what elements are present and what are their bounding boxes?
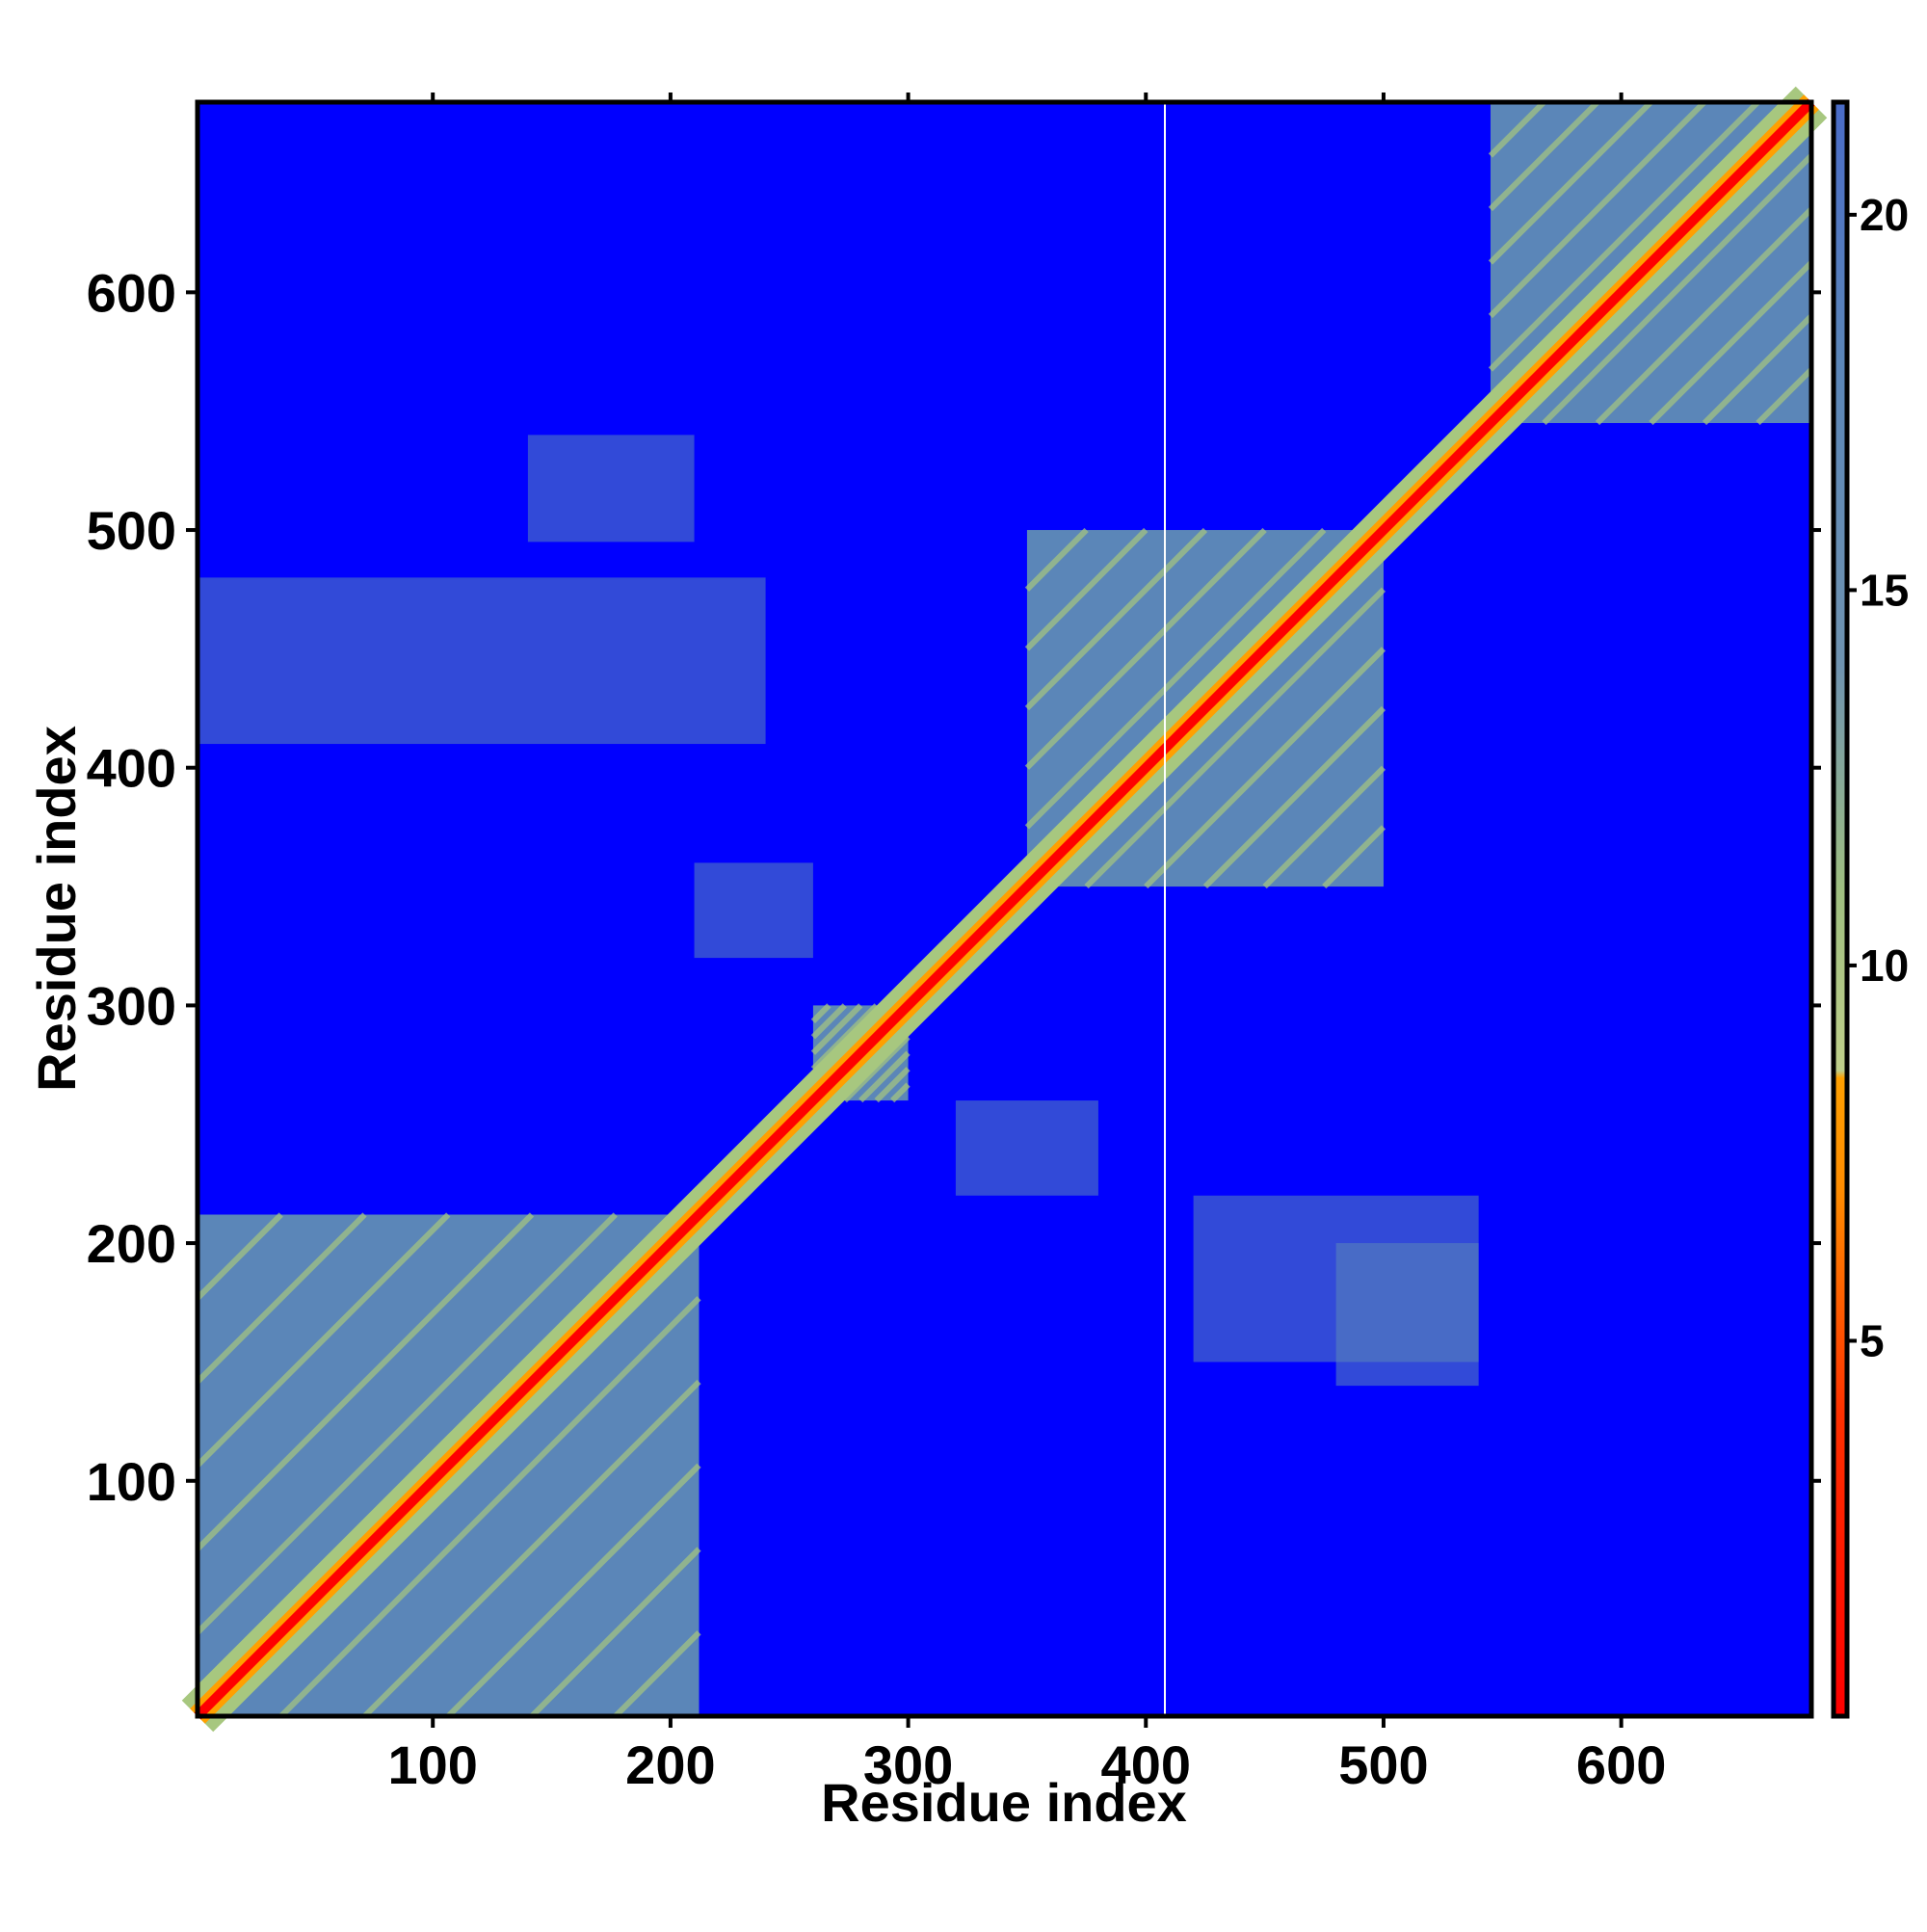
domain-1-streak-b-1 [1024,527,1327,830]
domain-0-streak-4 [529,1547,701,1719]
heatmap-layer [181,86,1828,1733]
y-tick-label-300: 300 [87,975,176,1036]
plot-frame [195,99,1814,1719]
contact-region-5 [1335,1243,1479,1387]
domain-1-streak-1 [1084,587,1386,889]
colorbar-tick-label-20: 20 [1860,190,1909,240]
domain-0-streak-b-5 [195,1212,283,1301]
x-tick-label-600: 600 [1576,1734,1666,1795]
domain-0-streak-3 [446,1463,701,1719]
x-axis-title: Residue index [821,1772,1187,1833]
domain-3-streak-b-2 [810,1003,879,1072]
diagonal-line [194,98,1815,1720]
x-tick-label-400: 400 [1101,1734,1191,1795]
domain-2-streak-1 [1542,153,1814,426]
domain-2-streak-5 [1755,367,1814,426]
domain-2-streak-4 [1702,313,1814,426]
domain-2-streak-b-3 [1488,99,1653,265]
x-tick-label-300: 300 [863,1734,953,1795]
colorbar-tick-label-5: 5 [1860,1315,1885,1365]
y-tick-label-600: 600 [87,262,176,323]
contact-region-4 [527,435,695,543]
colorbar-tick-label-15: 15 [1860,565,1909,615]
x-tick-label-200: 200 [625,1734,715,1795]
contact-region-3 [955,1100,1098,1196]
x-tick-label-500: 500 [1338,1734,1428,1795]
y-axis-title: Residue index [26,726,87,1092]
domain-1-streak-b-5 [1024,527,1089,592]
colorbar-tick-label-10: 10 [1860,940,1909,991]
domain-0-streak-5 [613,1630,701,1719]
domain-0-streak-b-1 [195,1212,618,1635]
domain-3-streak-3 [858,1050,911,1103]
domain-0-streak-b-4 [195,1212,367,1385]
domain-3-streak-b-3 [810,1003,863,1055]
domain-1-streak-4 [1262,765,1386,889]
domain-0-streak-b-2 [195,1212,535,1551]
domain-3-streak-b-4 [810,1003,847,1040]
domain-2-streak-b-2 [1488,99,1707,319]
domain-1-streak-b-2 [1024,527,1267,770]
domain-2-streak-b-5 [1488,99,1546,158]
contact-region-0 [198,577,766,745]
colorbar [1831,99,1850,1719]
y-tick-label-100: 100 [87,1451,176,1512]
domain-0-streak-b-3 [195,1212,451,1468]
domain-1-streak-5 [1322,825,1386,889]
domain-1-streak-b-3 [1024,527,1208,711]
domain-1-streak-2 [1144,647,1386,889]
contact-region-2 [694,862,813,959]
domain-0-streak-2 [362,1379,701,1719]
domain-3-streak-5 [890,1082,911,1103]
y-tick-label-200: 200 [87,1213,176,1274]
domain-3-streak-4 [874,1067,911,1103]
domain-3-streak-2 [842,1035,911,1103]
y-tick-label-400: 400 [87,738,176,799]
domain-2-streak-b-1 [1488,99,1760,372]
domain-0-streak-1 [278,1296,701,1719]
y-tick-label-500: 500 [87,500,176,561]
domain-1-streak-b-4 [1024,527,1148,651]
colorbar-ticks: 5 10 15 20 [1847,190,1909,1365]
x-tick-label-100: 100 [388,1734,478,1795]
x-axis-ticks: 100 200 300 400 500 600 [388,93,1666,1795]
y-axis-ticks: 100 200 300 400 500 600 [87,262,1821,1512]
domain-3-streak-b-5 [810,1003,832,1023]
domain-2-streak-2 [1595,206,1814,426]
domain-2-streak-b-4 [1488,99,1600,212]
domain-1-streak-3 [1202,705,1386,889]
domain-2-streak-3 [1649,260,1814,426]
